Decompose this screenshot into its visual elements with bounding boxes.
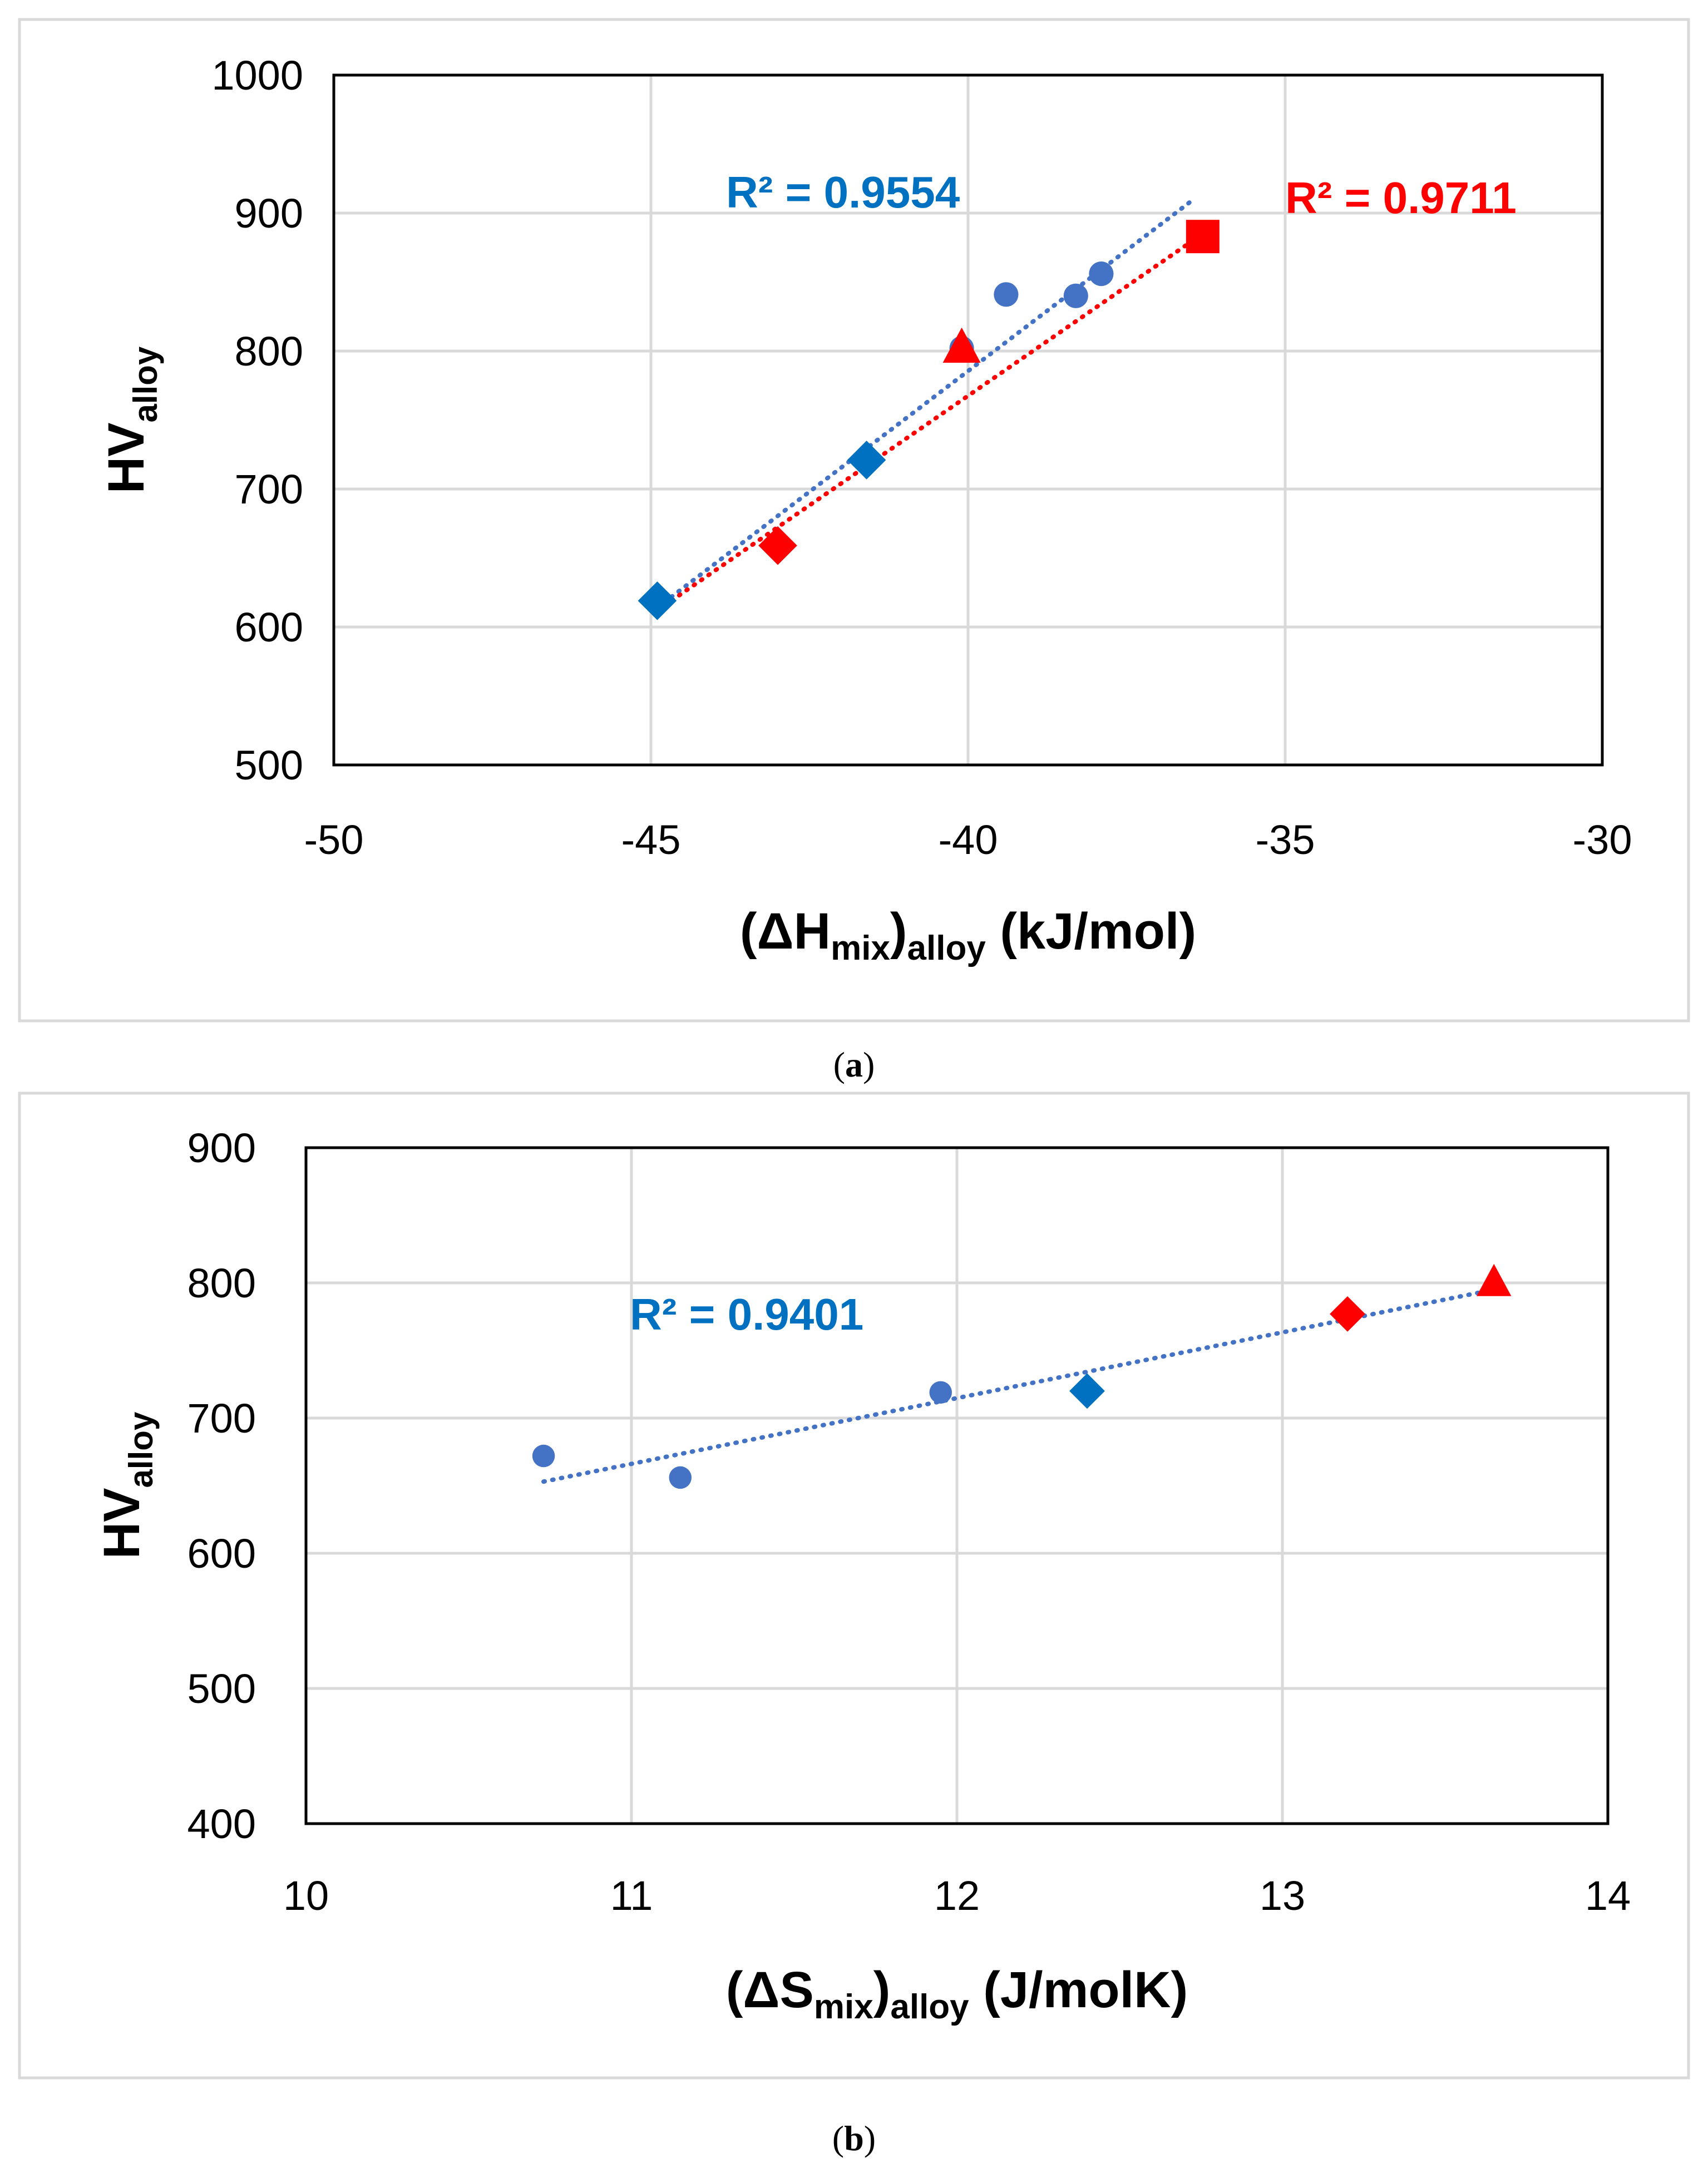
y-tick-label: 1000 <box>211 52 303 98</box>
panel-a-r2-blue: R² = 0.9554 <box>726 167 960 217</box>
caption-letter: a <box>845 1045 863 1084</box>
trendline <box>541 1287 1497 1484</box>
x-axis-sub2: alloy <box>890 1988 969 2026</box>
y-axis-sub: alloy <box>122 1411 160 1488</box>
y-axis-main: HV <box>98 422 155 493</box>
x-axis-sub2: alloy <box>907 929 986 967</box>
trendline <box>655 231 1205 613</box>
x-tick-label: 14 <box>1585 1873 1631 1919</box>
triangle-marker <box>942 327 981 363</box>
x-axis-mid: ) <box>890 903 907 960</box>
caption-open: ( <box>832 2118 844 2158</box>
diamond-marker <box>638 581 677 620</box>
y-tick-label: 800 <box>235 328 303 374</box>
panel-b-y-tick-labels: 400 500 600 700 800 900 <box>187 1125 256 1847</box>
y-tick-label: 600 <box>235 604 303 650</box>
square-marker <box>1186 220 1220 254</box>
panel-a-trendlines <box>655 200 1205 613</box>
triangle-marker <box>1477 1263 1512 1296</box>
x-axis-open: (ΔH <box>740 903 831 960</box>
y-tick-label: 800 <box>187 1260 256 1306</box>
diamond-marker <box>1069 1373 1105 1409</box>
panel-a-x-axis-title: (ΔHmix)alloy (kJ/mol) <box>740 903 1196 967</box>
panel-a-y-axis-title: HValloy <box>98 346 164 493</box>
panel-b-frame <box>18 1092 1690 2080</box>
panel-b-caption: (b) <box>832 2118 876 2158</box>
circle-marker <box>994 282 1019 307</box>
y-tick-label: 700 <box>187 1395 256 1441</box>
diamond-marker <box>847 441 886 480</box>
panel-b-r2-blue: R² = 0.9401 <box>630 1290 863 1339</box>
y-axis-sub: alloy <box>127 346 164 422</box>
panel-a-frame <box>18 18 1690 1023</box>
panel-a-y-tick-labels: 500 600 700 800 900 1000 <box>211 52 303 788</box>
circle-marker <box>669 1466 692 1489</box>
x-axis-tail: (J/molK) <box>969 1962 1188 2018</box>
y-tick-label: 900 <box>235 190 303 236</box>
x-axis-open: (ΔS <box>726 1962 814 2018</box>
x-axis-sub1: mix <box>831 929 890 967</box>
caption-close: ) <box>864 2118 876 2158</box>
y-tick-label: 900 <box>187 1125 256 1171</box>
caption-open: ( <box>833 1045 845 1084</box>
panel-a-caption: (a) <box>833 1045 875 1084</box>
y-tick-label: 500 <box>235 742 303 788</box>
panel-b-y-axis-title: HValloy <box>93 1411 160 1559</box>
panel-b: 400 500 600 700 800 900 10 11 12 13 14 H… <box>18 1092 1690 2158</box>
circle-marker <box>1063 283 1088 308</box>
x-axis-sub1: mix <box>814 1988 873 2026</box>
circle-marker <box>929 1381 952 1404</box>
y-tick-label: 600 <box>187 1530 256 1577</box>
circle-marker <box>1089 261 1114 287</box>
y-axis-main: HV <box>93 1488 150 1559</box>
y-tick-label: 700 <box>235 466 303 512</box>
panel-a-x-tick-labels: -50 -45 -40 -35 -30 <box>304 817 1632 863</box>
x-tick-label: 10 <box>283 1873 329 1919</box>
panel-b-x-tick-labels: 10 11 12 13 14 <box>283 1873 1631 1919</box>
x-tick-label: -35 <box>1256 817 1315 863</box>
x-tick-label: -45 <box>621 817 681 863</box>
x-tick-label: -40 <box>939 817 998 863</box>
panel-b-x-axis-title: (ΔSmix)alloy (J/molK) <box>726 1962 1188 2026</box>
x-tick-label: -50 <box>304 817 364 863</box>
caption-letter: b <box>844 2118 864 2158</box>
panel-b-plot-area <box>304 1146 1610 1825</box>
x-tick-label: 12 <box>934 1873 980 1919</box>
panel-a-r2-red: R² = 0.9711 <box>1285 173 1517 223</box>
x-axis-tail: (kJ/mol) <box>986 903 1196 960</box>
panel-b-grid <box>306 1148 1608 1824</box>
circle-marker <box>532 1444 555 1468</box>
diamond-marker <box>1330 1296 1365 1332</box>
x-tick-label: 11 <box>610 1873 653 1919</box>
x-tick-label: -30 <box>1573 817 1632 863</box>
panel-a-plot-area <box>332 73 1604 767</box>
panel-a-points <box>638 220 1220 620</box>
panel-a: 500 600 700 800 900 1000 -50 -45 -40 -35… <box>18 18 1690 1084</box>
y-tick-label: 500 <box>187 1666 256 1712</box>
y-tick-label: 400 <box>187 1801 256 1847</box>
panel-b-trendlines <box>541 1287 1497 1484</box>
panel-b-points <box>532 1263 1512 1489</box>
x-axis-mid: ) <box>873 1962 891 2018</box>
diamond-marker <box>758 526 797 565</box>
caption-close: ) <box>863 1045 875 1084</box>
x-tick-label: 13 <box>1260 1873 1305 1919</box>
